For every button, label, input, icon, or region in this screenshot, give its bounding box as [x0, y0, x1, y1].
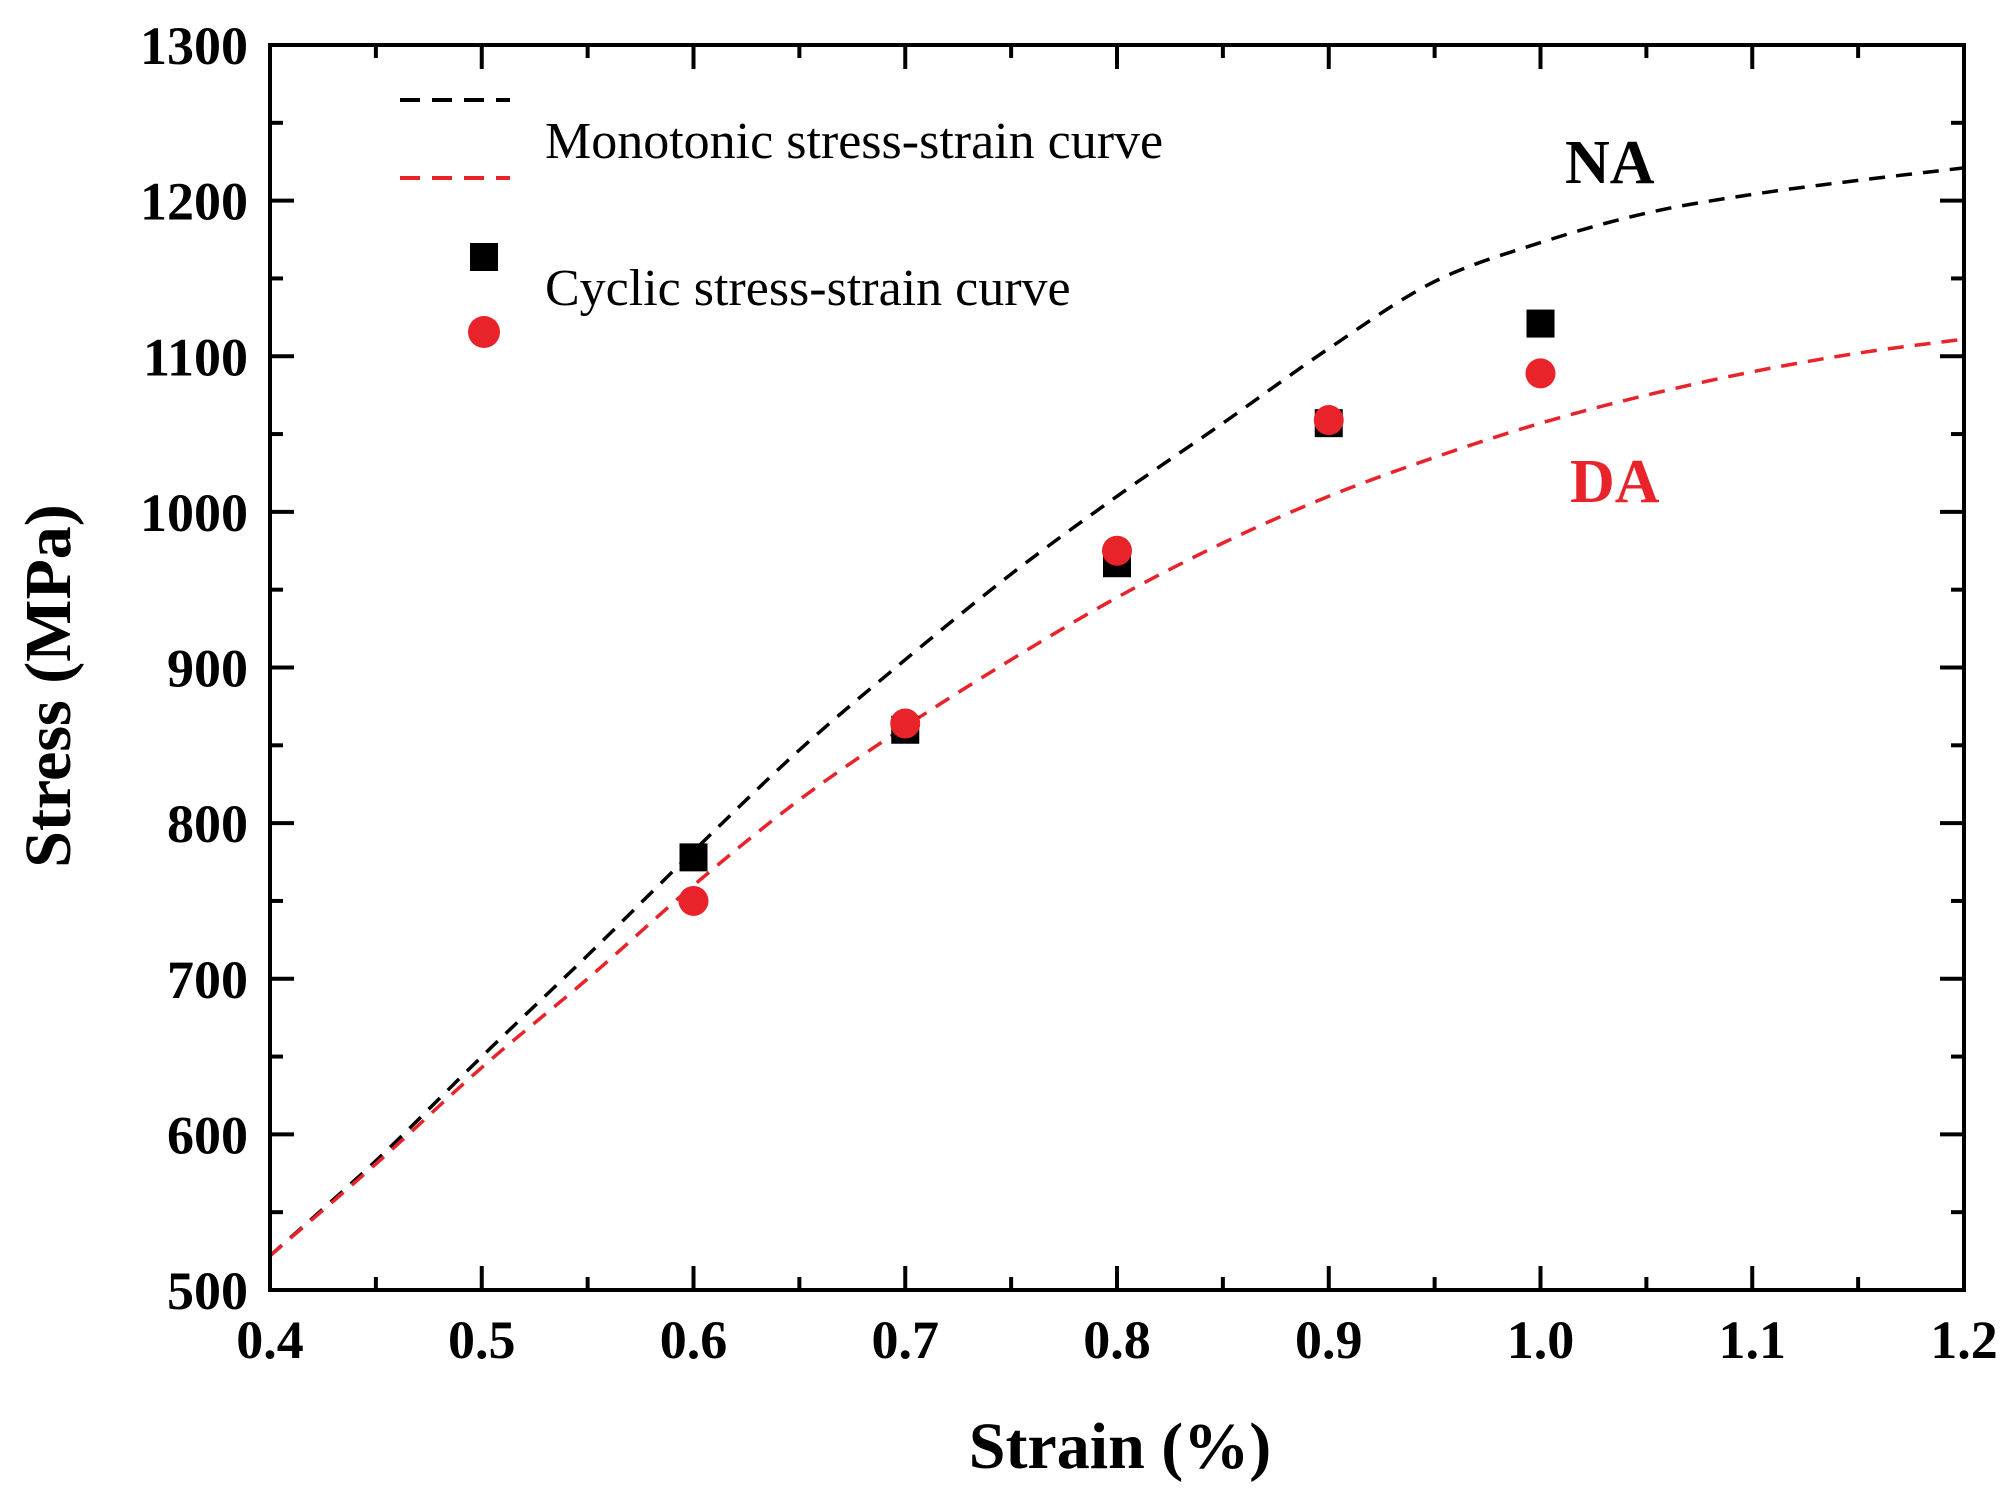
da-cyclic-point: [1313, 405, 1344, 436]
legend: Monotonic stress-strain curve Cyclic str…: [400, 98, 1163, 348]
y-tick-label: 1200: [140, 172, 248, 232]
na-cyclic-point: [1526, 309, 1555, 338]
legend-monotonic-label: Monotonic stress-strain curve: [545, 113, 1163, 170]
x-tick-label: 0.9: [1295, 1310, 1363, 1370]
axes: 0.4 0.5 0.6 0.7 0.8 0.9 1.0 1.1 1.2 500 600 700 800 9…: [140, 16, 1998, 1370]
na-monotonic-curve: [268, 166, 1965, 1258]
x-tick-label: 1.1: [1719, 1310, 1787, 1370]
da-cyclic-point: [1525, 358, 1556, 389]
legend-na-square-marker: [470, 243, 498, 271]
x-tick-label: 0.7: [872, 1310, 940, 1370]
series-layer: [268, 166, 1965, 1258]
y-tick-label: 900: [167, 639, 248, 699]
y-tick-label: 800: [167, 794, 248, 854]
x-axis-title: Strain (%): [969, 1410, 1271, 1483]
legend-cyclic-label: Cyclic stress-strain curve: [545, 260, 1071, 317]
x-tick-label: 1.2: [1930, 1310, 1998, 1370]
x-tick-label: 0.5: [448, 1310, 516, 1370]
da-monotonic-curve: [268, 337, 1965, 1258]
na-cyclic-point: [679, 843, 708, 872]
y-tick-label: 600: [167, 1105, 248, 1165]
legend-da-circle-marker: [468, 316, 500, 348]
da-cyclic-point: [678, 885, 709, 916]
x-tick-label: 0.8: [1083, 1310, 1151, 1370]
da-cyclic-point: [1102, 535, 1132, 566]
y-tick-label: 500: [167, 1261, 248, 1321]
x-tick-label: 0.6: [660, 1310, 728, 1370]
y-tick-label: 1000: [140, 483, 248, 543]
plot-frame: [268, 43, 1966, 1292]
y-axis-title: Stress (MPa): [12, 504, 85, 868]
da-cyclic-point: [890, 708, 921, 739]
y-tick-label: 700: [167, 950, 248, 1010]
x-tick-label: 0.4: [236, 1310, 304, 1370]
y-tick-label: 1300: [140, 16, 248, 76]
y-tick-label: 1100: [143, 327, 248, 387]
x-tick-label: 1.0: [1507, 1310, 1575, 1370]
na-annotation: NA: [1565, 129, 1655, 197]
da-annotation: DA: [1570, 448, 1660, 516]
